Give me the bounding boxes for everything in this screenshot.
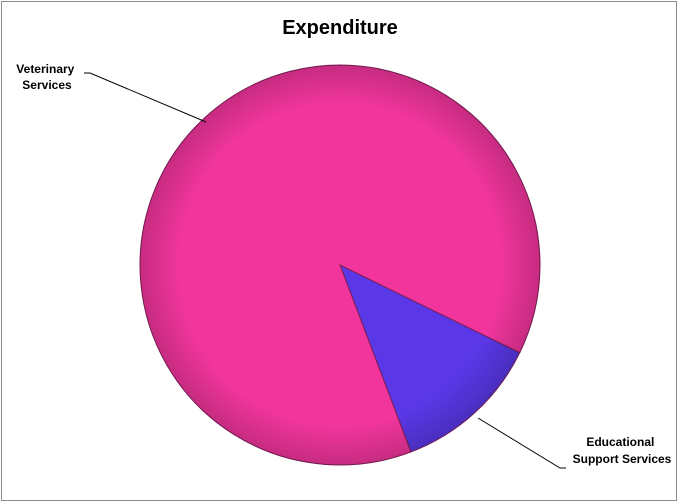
educational-label-line-1: Educational xyxy=(586,435,654,449)
chart-title: Expenditure xyxy=(282,17,398,39)
veterinary-leader-line xyxy=(84,72,207,123)
veterinary-label: Veterinary Services xyxy=(16,62,77,92)
veterinary-label-line-2: Services xyxy=(22,78,72,92)
educational-label: Educational Support Services xyxy=(573,435,672,466)
veterinary-label-line-1: Veterinary xyxy=(16,62,74,76)
educational-label-line-2: Support Services xyxy=(573,452,672,466)
educational-leader-line xyxy=(477,417,566,469)
